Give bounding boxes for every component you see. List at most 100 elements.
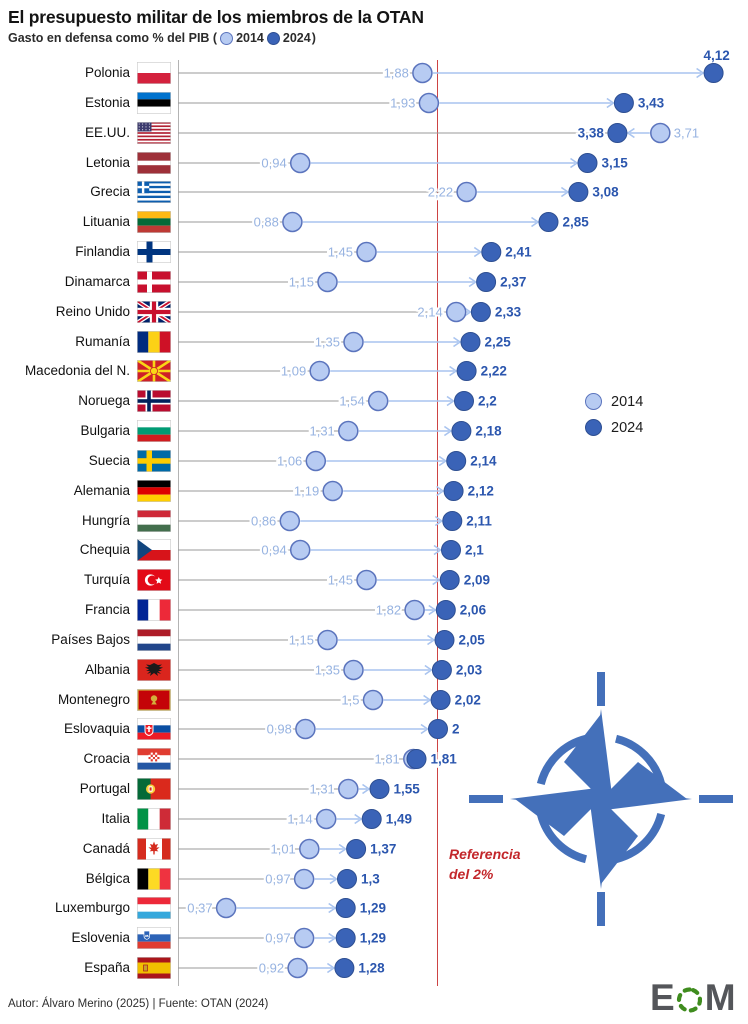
value-2024: 2,11	[466, 513, 492, 528]
dot-2024	[607, 122, 628, 143]
flag-lu-icon	[137, 897, 172, 920]
country-row-chart: 1,93 3,43	[178, 92, 667, 114]
dot-2014	[362, 689, 384, 710]
trend-arrowhead-icon	[424, 664, 433, 675]
trend-arrowhead-icon	[696, 67, 705, 79]
dot-2024	[538, 212, 559, 233]
trend-arrowhead-icon	[326, 962, 336, 974]
trend-arrowhead-icon	[446, 396, 455, 407]
country-row-chart: 0,98 2	[178, 719, 462, 740]
dot-2014	[215, 898, 237, 919]
dot-2014	[299, 838, 320, 859]
dot-2024	[335, 898, 356, 919]
value-2014: 1,88	[384, 66, 409, 81]
legend-item-2024: 2024	[585, 419, 643, 436]
dot-2014	[322, 480, 343, 501]
value-2014: 1,15	[289, 632, 314, 647]
country-row-chart: 2,22 3,08	[178, 182, 621, 203]
country-label: Francia	[84, 602, 130, 617]
dot-2024	[568, 182, 589, 203]
dot-2024	[441, 540, 461, 561]
dot-2014	[317, 271, 338, 293]
value-2014: 0,98	[267, 722, 292, 737]
value-2014: 1,15	[289, 274, 314, 289]
value-2014: 1,01	[270, 841, 295, 856]
value-2024: 2,09	[464, 573, 490, 588]
dot-2024	[456, 361, 477, 382]
country-row-chart: 1,54 2,2	[178, 390, 499, 412]
value-2014: 0,37	[187, 901, 212, 916]
flag-us-icon	[137, 121, 172, 144]
value-2024: 2,25	[485, 334, 512, 349]
legend-2024-dot-icon	[266, 31, 280, 45]
dot-2024	[460, 331, 481, 352]
dot-2024	[451, 421, 472, 441]
country-row-chart: 1,06 2,14	[178, 450, 499, 472]
dot-2024	[446, 450, 467, 471]
country-label: Reino Unido	[55, 303, 130, 319]
eom-letter-e: E	[650, 977, 675, 1018]
country-label: Albania	[84, 661, 130, 677]
country-label: Estonia	[84, 94, 130, 110]
dot-2014	[305, 450, 327, 472]
nato-logo-icon	[469, 672, 733, 926]
country-row-chart: 0,94 3,15	[178, 152, 630, 173]
flag-hr-icon	[137, 748, 172, 771]
value-2024: 1,29	[360, 901, 386, 916]
dot-2014	[356, 569, 377, 591]
subtitle-year-2014: 2014	[236, 31, 264, 45]
flag-cz-icon	[137, 539, 172, 562]
value-2024: 2,1	[465, 543, 484, 558]
dot-2024	[481, 242, 502, 262]
flag-sk-icon	[137, 718, 172, 741]
trend-arrowhead-icon	[453, 336, 462, 347]
value-2014: 1,81	[374, 752, 399, 767]
country-row-chart: 1,31 1,55	[178, 778, 422, 800]
dot-2014	[293, 927, 315, 949]
country-label: Alemania	[73, 482, 130, 498]
flag-mk-icon	[136, 359, 172, 384]
credit-text: Autor: Álvaro Merino (2025) | Fuente: OT…	[8, 998, 269, 1010]
value-2024: 2,41	[505, 245, 532, 260]
flag-be-icon	[137, 867, 172, 890]
flag-ca-icon	[137, 837, 172, 860]
flag-it-icon	[137, 807, 172, 830]
country-label: España	[84, 960, 130, 975]
value-2014: 1,82	[376, 603, 401, 618]
dot-2024	[439, 570, 460, 591]
dot-2024	[435, 600, 456, 620]
dot-2024	[335, 928, 356, 949]
dot-2014	[456, 182, 477, 203]
value-2014: 2,22	[428, 185, 453, 200]
country-label: Hungría	[81, 512, 130, 528]
country-row-chart: 1,81 1,81	[178, 748, 459, 770]
flag-ee-icon	[137, 91, 172, 114]
dot-2014	[338, 420, 359, 442]
country-label: Finlandia	[75, 244, 130, 259]
value-2014: 0,88	[254, 215, 279, 230]
country-label: Eslovenia	[71, 930, 130, 946]
country-label: Macedonia del N.	[24, 363, 130, 379]
dot-2014	[289, 540, 311, 561]
dot-2014	[412, 62, 433, 84]
value-2014: 1,93	[390, 95, 415, 110]
country-row-chart: 1,14 1,49	[178, 808, 414, 830]
flag-fi-icon	[137, 241, 172, 263]
trend-arrowhead-icon	[329, 873, 338, 884]
country-row-chart: 1,15 2,05	[178, 629, 487, 651]
trend-arrowhead-icon	[473, 246, 483, 258]
legend-2024-label: 2024	[611, 419, 644, 436]
flag-al-icon	[137, 658, 172, 681]
country-label: Bélgica	[85, 870, 130, 886]
flag-si-icon	[137, 927, 172, 950]
dot-2024	[577, 152, 598, 173]
country-row-chart: 0,94 2,1	[178, 540, 486, 561]
flag-de-icon	[137, 479, 172, 502]
value-2014: 0,94	[261, 155, 286, 170]
trend-arrowhead-icon	[354, 813, 363, 824]
country-label: Lituania	[82, 214, 130, 230]
value-2014: 1,31	[309, 782, 334, 797]
value-2024: 2,02	[455, 692, 481, 707]
legend-item-2014: 2014	[585, 393, 643, 410]
value-2024: 1,81	[431, 752, 458, 767]
